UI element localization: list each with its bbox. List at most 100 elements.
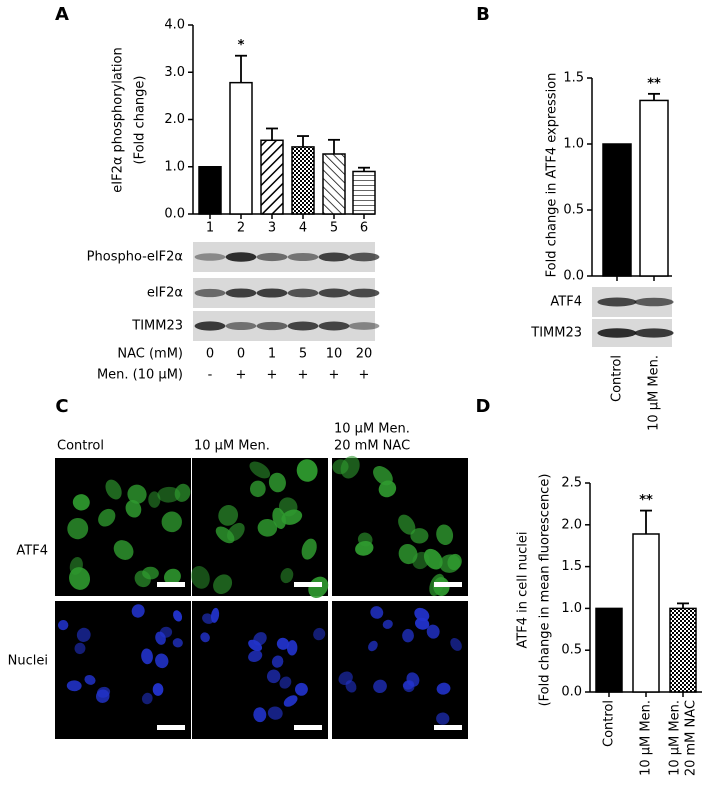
blot-band: [318, 321, 350, 331]
blot-label: eIF2α: [147, 286, 183, 301]
condition-value: +: [329, 368, 340, 383]
blot-band: [318, 288, 350, 298]
bar: [595, 607, 623, 693]
condition-value: +: [267, 368, 278, 383]
significance: **: [639, 493, 653, 508]
blot-band: [348, 252, 380, 262]
x-tick-label: 2: [237, 221, 245, 236]
y-tick-label: 0.0: [164, 207, 185, 222]
condition-value: -: [208, 368, 213, 383]
bar: [352, 170, 376, 215]
y-tick-label: 4.0: [164, 18, 185, 33]
y-tick-label: 1.0: [164, 159, 185, 174]
blot-band: [287, 252, 319, 262]
nucleus: [57, 620, 69, 631]
cell: [213, 574, 233, 594]
bar: [260, 139, 284, 215]
nucleus: [426, 624, 440, 639]
nucleus: [271, 655, 284, 668]
condition-value: 1: [268, 347, 276, 362]
nucleus: [436, 712, 450, 725]
scale-bar: [294, 725, 322, 730]
blot-band: [194, 253, 226, 261]
nucleus: [450, 638, 462, 651]
nucleus: [95, 689, 110, 703]
nucleus: [141, 648, 153, 665]
nucleus: [248, 650, 263, 662]
condition-value: +: [359, 368, 370, 383]
significance: *: [238, 38, 245, 53]
y-axis-label: eIF2α phosphorylation: [111, 47, 126, 192]
blot-label: ATF4: [550, 295, 582, 310]
blot-band: [348, 288, 380, 298]
blot-band: [194, 288, 226, 298]
y-tick-label: 0.5: [563, 203, 584, 218]
blot-band: [225, 252, 257, 262]
panel-label: A: [55, 4, 69, 25]
blot-band: [597, 328, 637, 338]
cell: [113, 540, 134, 560]
cell: [357, 532, 373, 547]
cell: [190, 565, 210, 589]
bar: [639, 99, 669, 277]
nucleus: [200, 632, 210, 643]
blot-band: [256, 321, 288, 331]
bar: [602, 143, 632, 277]
y-tick-label: 2.5: [561, 476, 582, 491]
bar: [669, 607, 697, 693]
nucleus: [313, 627, 326, 641]
cell: [378, 480, 397, 498]
cell: [308, 576, 329, 598]
x-tick-label: Control: [610, 355, 625, 402]
nucleus: [286, 640, 298, 656]
y-axis-label: ATF4 in cell nuclei: [516, 531, 531, 648]
y-axis-label: Fold change in ATF4 expression: [545, 73, 560, 278]
cell: [67, 517, 89, 540]
x-tick-label: 5: [330, 221, 338, 236]
nucleus: [382, 619, 393, 629]
cell: [218, 505, 239, 526]
nucleus: [436, 682, 451, 695]
panel-label: B: [476, 4, 490, 25]
nucleus: [267, 706, 283, 720]
nucleus: [279, 676, 292, 689]
x-tick-label: 10 μM Men.: [668, 700, 683, 776]
scale-bar: [157, 725, 185, 730]
condition-label: NAC (mM): [117, 347, 183, 362]
cell: [301, 538, 317, 560]
y-axis-label: (Fold change in mean fluorescence): [538, 474, 553, 707]
scale-bar: [157, 582, 185, 587]
nucleus: [266, 669, 281, 684]
cell: [227, 522, 245, 542]
blot-band: [634, 328, 674, 338]
cell: [296, 459, 318, 482]
x-tick-label: 6: [360, 221, 368, 236]
blot-label: Phospho-eIF2α: [87, 250, 183, 265]
nucleus: [295, 682, 308, 696]
cell: [157, 486, 181, 503]
nucleus: [276, 637, 290, 650]
nucleus: [253, 707, 267, 723]
blot-band: [194, 321, 226, 331]
cell: [280, 568, 294, 584]
cell: [272, 507, 286, 529]
nucleus: [253, 632, 267, 646]
nucleus: [172, 638, 183, 648]
blot-band: [225, 321, 257, 331]
nucleus: [173, 610, 183, 622]
x-tick-label: 20 mM NAC: [684, 700, 699, 776]
condition-value: +: [236, 368, 247, 383]
condition-value: 10: [326, 347, 343, 362]
cell: [398, 514, 416, 535]
y-tick-label: 1.5: [561, 559, 582, 574]
cell: [250, 480, 266, 498]
x-tick-label: 10 μM Men.: [639, 700, 654, 776]
y-tick-label: 2.0: [164, 112, 185, 127]
nucleus: [414, 607, 430, 622]
y-tick-label: 3.0: [164, 65, 185, 80]
blot-band: [597, 297, 637, 307]
nucleus: [402, 680, 415, 690]
bar: [198, 166, 222, 215]
nucleus: [373, 679, 387, 694]
x-tick-label: 10 μM Men.: [647, 355, 662, 431]
